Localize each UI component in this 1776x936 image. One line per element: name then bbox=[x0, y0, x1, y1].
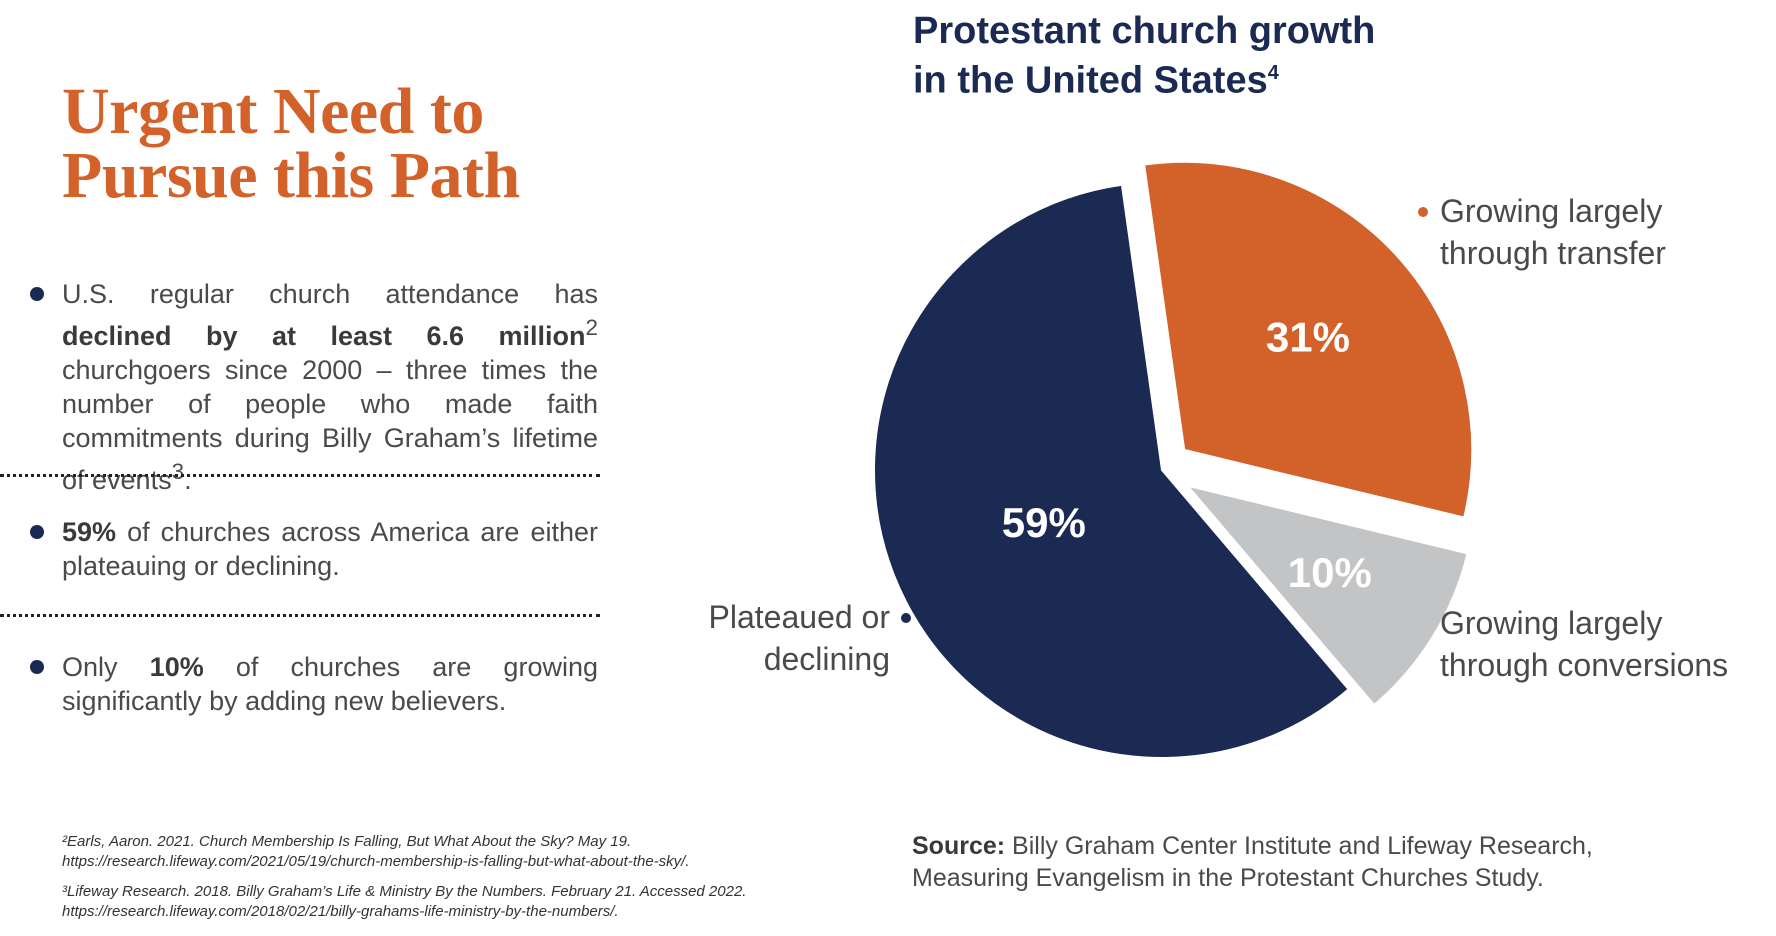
bullet-dot-icon bbox=[30, 660, 44, 674]
bullet-dot-icon bbox=[30, 525, 44, 539]
pie-slice-growing-largely-through-conversions bbox=[1184, 484, 1469, 707]
footnotes: ²Earls, Aaron. 2021. Church Membership I… bbox=[62, 832, 782, 932]
page-heading: Urgent Need to Pursue this Path bbox=[62, 75, 520, 212]
chart-title-footnote-ref: 4 bbox=[1267, 62, 1279, 84]
chart-title-line-2: in the United States4 bbox=[913, 59, 1279, 102]
source-line-2: Measuring Evangelism in the Protestant C… bbox=[912, 864, 1544, 892]
source-line-1: Billy Graham Center Institute and Lifewa… bbox=[1005, 832, 1593, 860]
bullet-dot-icon bbox=[30, 287, 44, 301]
legend-label: Growing largely bbox=[1440, 605, 1662, 641]
bullet-text: U.S. regular church attendance has decli… bbox=[62, 279, 598, 495]
bullet-growing: Only 10% of churches are growing signifi… bbox=[30, 650, 598, 718]
pie-data-label: 10% bbox=[1288, 549, 1372, 596]
pie-data-label: 59% bbox=[1002, 499, 1086, 546]
bullet-plateauing: 59% of churches across America are eithe… bbox=[30, 515, 598, 583]
legend-label: through transfer bbox=[1440, 235, 1666, 271]
legend-dot-icon bbox=[1418, 207, 1428, 217]
chart-title-line-1: Protestant church growth bbox=[913, 10, 1376, 52]
heading-line-2: Pursue this Path bbox=[62, 139, 520, 212]
bullet-text: Only 10% of churches are growing signifi… bbox=[62, 652, 598, 716]
legend-label: Growing largely bbox=[1440, 193, 1662, 229]
legend-label: declining bbox=[764, 641, 890, 677]
heading-line-1: Urgent Need to bbox=[62, 75, 484, 148]
dotted-divider bbox=[0, 614, 600, 617]
pie-data-label: 31% bbox=[1266, 314, 1350, 361]
legend-label: Plateaued or bbox=[709, 599, 891, 635]
bullet-text: 59% of churches across America are eithe… bbox=[62, 517, 598, 581]
footnote-2: ²Earls, Aaron. 2021. Church Membership I… bbox=[62, 833, 690, 870]
pie-slice-growing-largely-through-transfer bbox=[1143, 160, 1474, 519]
pie-slice-plateaued-or-declining bbox=[873, 183, 1351, 759]
legend-dot-icon bbox=[1418, 619, 1428, 629]
footnote-3: ³Lifeway Research. 2018. Billy Graham’s … bbox=[62, 883, 747, 920]
legend-label: through conversions bbox=[1440, 647, 1728, 683]
bullet-attendance-decline: U.S. regular church attendance has decli… bbox=[30, 277, 598, 497]
chart-source: Source: Billy Graham Center Institute an… bbox=[912, 830, 1593, 894]
dotted-divider bbox=[0, 474, 600, 477]
chart-title: Protestant church growth in the United S… bbox=[913, 10, 1375, 102]
legend-dot-icon bbox=[901, 613, 911, 623]
source-label: Source: bbox=[912, 832, 1006, 860]
